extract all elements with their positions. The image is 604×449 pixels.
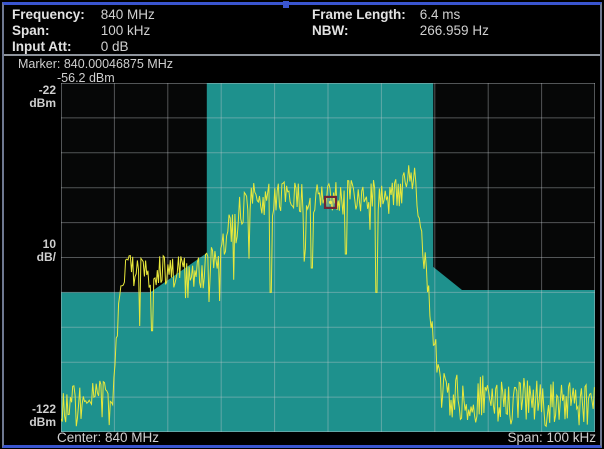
nbw-value: 266.959 Hz bbox=[420, 23, 489, 38]
header-separator-line bbox=[4, 54, 600, 56]
nbw-readout: NBW: 266.959 Hz bbox=[312, 23, 489, 39]
y-axis-bottom-level: -122 dBm bbox=[0, 403, 56, 428]
y-axis-bottom-unit: dBm bbox=[0, 416, 56, 429]
header-left-column: Frequency: 840 MHz Span: 100 kHz Input A… bbox=[12, 7, 155, 55]
frequency-value: 840 MHz bbox=[101, 7, 155, 22]
span-value: 100 kHz bbox=[101, 23, 151, 38]
marker-frequency-line: Marker: 840.00046875 MHz bbox=[18, 58, 173, 71]
frame-length-label: Frame Length: bbox=[312, 7, 416, 23]
nbw-label: NBW: bbox=[312, 23, 416, 39]
y-axis-ref-value: -22 bbox=[0, 84, 56, 97]
y-axis-scale-value: 10 bbox=[0, 238, 56, 251]
y-axis-ref-unit: dBm bbox=[0, 97, 56, 110]
marker-1[interactable] bbox=[325, 197, 336, 208]
y-axis-scale-per-div: 10 dB/ bbox=[0, 238, 56, 263]
frequency-label: Frequency: bbox=[12, 7, 97, 23]
marker-readout: Marker: 840.00046875 MHz -56.2 dBm bbox=[18, 58, 173, 84]
span-readout: Span: 100 kHz bbox=[12, 23, 155, 39]
spectrum-analyzer-screen: Frequency: 840 MHz Span: 100 kHz Input A… bbox=[0, 0, 604, 449]
marker-frequency-value: 840.00046875 MHz bbox=[64, 57, 173, 71]
marker-dot bbox=[329, 201, 332, 204]
input-att-value: 0 dB bbox=[101, 39, 129, 54]
header-right-column: Frame Length: 6.4 ms NBW: 266.959 Hz bbox=[312, 7, 489, 39]
top-center-tick bbox=[283, 1, 289, 8]
y-axis-ref-level: -22 dBm bbox=[0, 84, 56, 109]
spectrum-plot[interactable] bbox=[61, 83, 595, 432]
center-frequency-annotation: Center: 840 MHz bbox=[57, 430, 159, 445]
span-annotation: Span: 100 kHz bbox=[507, 430, 596, 445]
frequency-readout: Frequency: 840 MHz bbox=[12, 7, 155, 23]
input-att-readout: Input Att: 0 dB bbox=[12, 39, 155, 55]
frame-length-readout: Frame Length: 6.4 ms bbox=[312, 7, 489, 23]
input-att-label: Input Att: bbox=[12, 39, 97, 55]
span-label: Span: bbox=[12, 23, 97, 39]
y-axis-scale-unit: dB/ bbox=[0, 251, 56, 264]
frame-length-value: 6.4 ms bbox=[420, 7, 461, 22]
y-axis-bottom-value: -122 bbox=[0, 403, 56, 416]
marker-label: Marker: bbox=[18, 57, 60, 71]
